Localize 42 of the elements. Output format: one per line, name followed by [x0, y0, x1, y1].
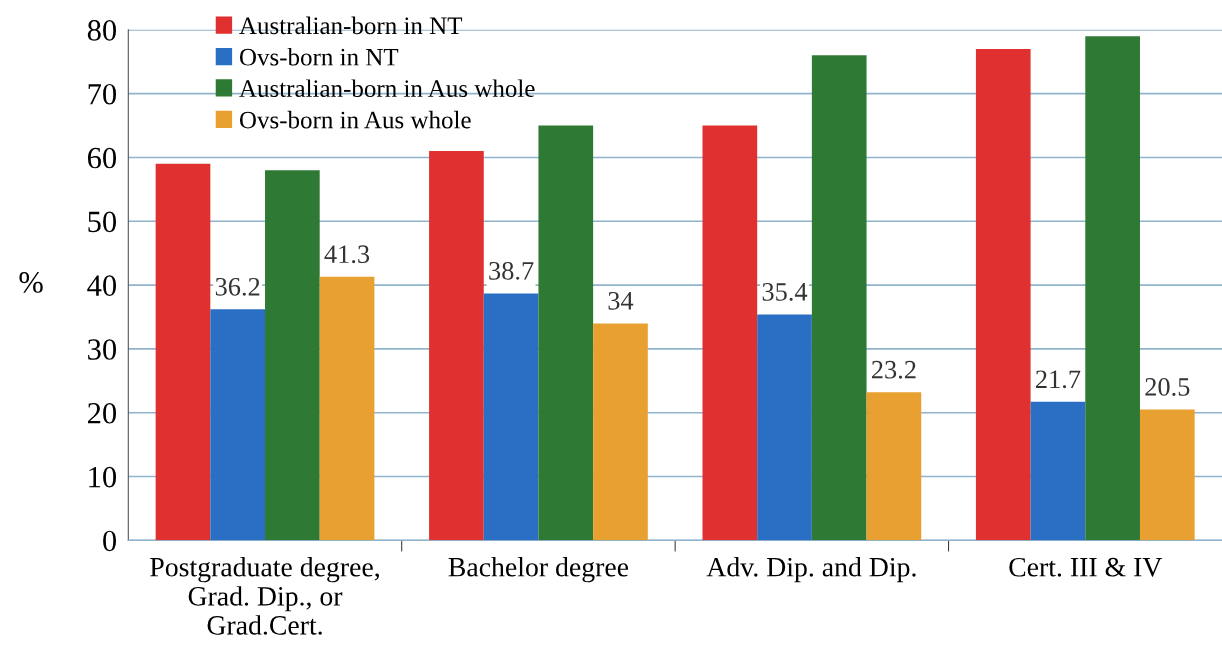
- y-tick-label: 30: [88, 339, 117, 360]
- bar: [702, 125, 758, 541]
- data-label: 23.2: [871, 360, 916, 379]
- y-tick-label: 60: [87, 147, 117, 169]
- y-tick-label: 20: [87, 403, 117, 424]
- bar: [483, 293, 539, 541]
- legend-label: Australian-born in NT: [239, 16, 463, 35]
- bar: [866, 392, 922, 541]
- x-tick-label: Bachelor degree: [448, 557, 629, 583]
- x-tick-label: Adv. Dip. and Dip.: [706, 557, 916, 583]
- legend-label: Ovs-born in Aus whole: [239, 110, 471, 129]
- bar: [1139, 409, 1195, 541]
- data-label: 41.3: [324, 245, 370, 264]
- bar: [593, 323, 648, 541]
- bar: [429, 151, 484, 541]
- data-label: 38.7: [489, 261, 534, 280]
- bar: [975, 48, 1031, 541]
- data-label: 34: [608, 291, 634, 310]
- y-tick-label: 80: [87, 20, 117, 41]
- y-tick-label: 10: [89, 466, 117, 488]
- legend-label: Australian-born in Aus whole: [239, 79, 535, 98]
- data-label: 36.2: [215, 277, 260, 296]
- data-label: 35.4: [762, 283, 808, 301]
- y-axis-title: %: [19, 272, 43, 293]
- data-label: 21.7: [1036, 370, 1081, 389]
- bar: [538, 125, 594, 541]
- data-label: 20.5: [1145, 378, 1190, 396]
- bar: [265, 170, 320, 541]
- y-tick-label: 0: [103, 530, 117, 552]
- x-tick-label: Cert. III & IV: [1009, 557, 1163, 577]
- bar: [155, 163, 211, 541]
- bar: [1030, 401, 1086, 541]
- y-tick-label: 50: [88, 211, 117, 233]
- y-tick-label: 40: [87, 275, 117, 296]
- legend-label: Ovs-born in NT: [239, 48, 399, 66]
- y-tick-label: 70: [88, 83, 117, 105]
- bar: [1085, 36, 1140, 541]
- x-tick-label: Postgraduate degree, Grad. Dip., or Grad.Cert.: [150, 557, 379, 635]
- bar: [811, 55, 867, 541]
- bar: [757, 314, 812, 541]
- bar: [319, 276, 375, 541]
- bar: [210, 309, 266, 541]
